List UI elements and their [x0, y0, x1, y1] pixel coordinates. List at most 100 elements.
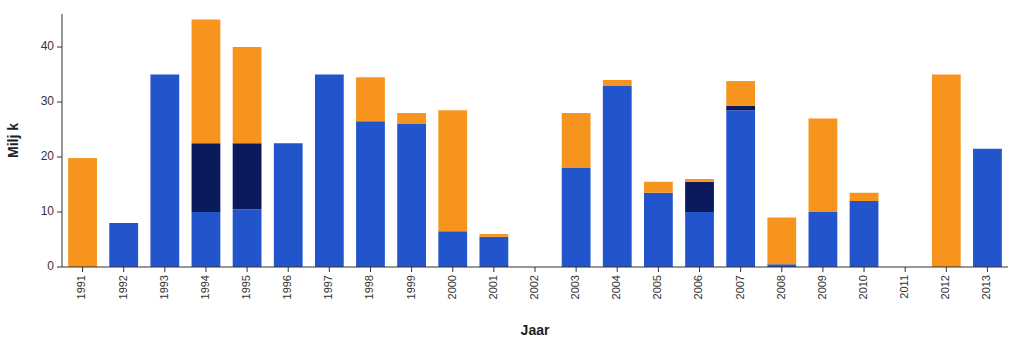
x-tick: [205, 267, 206, 272]
x-tick-label: 1996: [281, 275, 293, 299]
x-tick: [493, 267, 494, 272]
x-tick-label: 2001: [487, 275, 499, 299]
chart-container: 0 10 20 30 40 1991 1992 1993 1994 1995 1996 1997 199…: [0, 0, 1024, 341]
bar-segment: [767, 218, 796, 265]
bar-segment: [150, 74, 179, 75]
x-tick-label: 2009: [816, 275, 828, 299]
bar-segment: [356, 121, 385, 267]
bar-segment: [438, 110, 467, 231]
y-tick: [57, 212, 62, 213]
x-tick: [329, 267, 330, 272]
bar-segment: [644, 193, 673, 267]
bar-segment: [150, 75, 179, 268]
bar-segment: [438, 231, 467, 267]
bar-segment: [109, 223, 138, 267]
y-tick-label: 10: [41, 204, 55, 218]
x-tick: [699, 267, 700, 272]
bar-segment: [274, 143, 303, 144]
y-tick-label: 0: [47, 259, 54, 273]
bar-segment: [850, 193, 879, 201]
bar-segment: [726, 106, 755, 110]
x-tick: [535, 267, 536, 272]
x-tick: [452, 267, 453, 272]
x-tick-label: 1991: [75, 275, 87, 299]
bar-segment: [973, 149, 1002, 267]
bar-segment: [192, 20, 221, 144]
axes: 0 10 20 30 40 1991 1992 1993 1994 1995 1996 1997 199…: [41, 14, 1008, 299]
x-tick: [617, 267, 618, 272]
bar-segment: [932, 75, 961, 268]
bar-segment: [809, 212, 838, 267]
y-tick: [57, 47, 62, 48]
x-tick-label: 1997: [322, 275, 334, 299]
bar-segment: [809, 119, 838, 213]
x-tick: [946, 267, 947, 272]
x-tick-label: 1995: [240, 275, 252, 299]
x-tick-label: 2013: [980, 275, 992, 299]
x-tick-label: 1993: [158, 275, 170, 299]
bar-segment: [644, 182, 673, 193]
y-tick-label: 40: [41, 39, 55, 53]
x-tick: [123, 267, 124, 272]
x-tick: [411, 267, 412, 272]
y-tick-label: 20: [41, 149, 55, 163]
x-tick-label: 2005: [651, 275, 663, 299]
x-tick: [822, 267, 823, 272]
x-tick: [658, 267, 659, 272]
bar-segment: [68, 158, 97, 267]
bar-segment: [685, 212, 714, 267]
x-tick: [82, 267, 83, 272]
y-axis-line: [62, 14, 63, 267]
bar-segment: [315, 75, 344, 268]
bar-segment: [315, 74, 344, 75]
bar-segment: [726, 110, 755, 267]
bar-segment: [233, 47, 262, 143]
bar-segment: [479, 234, 508, 237]
bar-segment: [479, 237, 508, 267]
x-tick-label: 2012: [939, 275, 951, 299]
bar-segment: [726, 81, 755, 106]
bar-segment: [233, 209, 262, 267]
x-tick: [740, 267, 741, 272]
x-tick-label: 1999: [405, 275, 417, 299]
x-tick: [781, 267, 782, 272]
x-tick-label: 2011: [898, 275, 910, 299]
y-axis-label: Milj k: [5, 123, 21, 158]
bar-segment: [109, 223, 138, 224]
bar-segment: [397, 113, 426, 124]
x-tick: [164, 267, 165, 272]
x-tick-label: 2002: [528, 275, 540, 299]
x-tick-label: 2006: [692, 275, 704, 299]
y-tick: [57, 267, 62, 268]
y-tick: [57, 157, 62, 158]
bar-segment: [356, 77, 385, 121]
x-tick-label: 2008: [775, 275, 787, 299]
bar-segment: [685, 182, 714, 212]
x-tick-label: 2000: [446, 275, 458, 299]
y-tick-label: 30: [41, 94, 55, 108]
bar-segment: [562, 113, 591, 168]
bar-segment: [274, 143, 303, 267]
bar-segment: [973, 148, 1002, 149]
x-tick-label: 1992: [117, 275, 129, 299]
bar-segment: [685, 179, 714, 182]
x-tick: [905, 267, 906, 272]
x-tick-label: 2003: [569, 275, 581, 299]
x-tick: [576, 267, 577, 272]
x-tick-label: 2010: [857, 275, 869, 299]
x-tick: [247, 267, 248, 272]
chart: 0 10 20 30 40 1991 1992 1993 1994 1995 1996 1997 199…: [0, 0, 1024, 341]
x-tick-label: 1994: [199, 275, 211, 299]
x-tick: [370, 267, 371, 272]
x-axis-label: Jaar: [521, 322, 550, 338]
bar-segment: [562, 168, 591, 267]
x-tick: [987, 267, 988, 272]
bar-segment: [233, 143, 262, 209]
bars: [68, 20, 1002, 268]
bar-segment: [192, 212, 221, 267]
bar-segment: [192, 143, 221, 212]
y-tick: [57, 102, 62, 103]
bar-segment: [397, 124, 426, 267]
x-tick-label: 2007: [734, 275, 746, 299]
bar-segment: [850, 201, 879, 267]
